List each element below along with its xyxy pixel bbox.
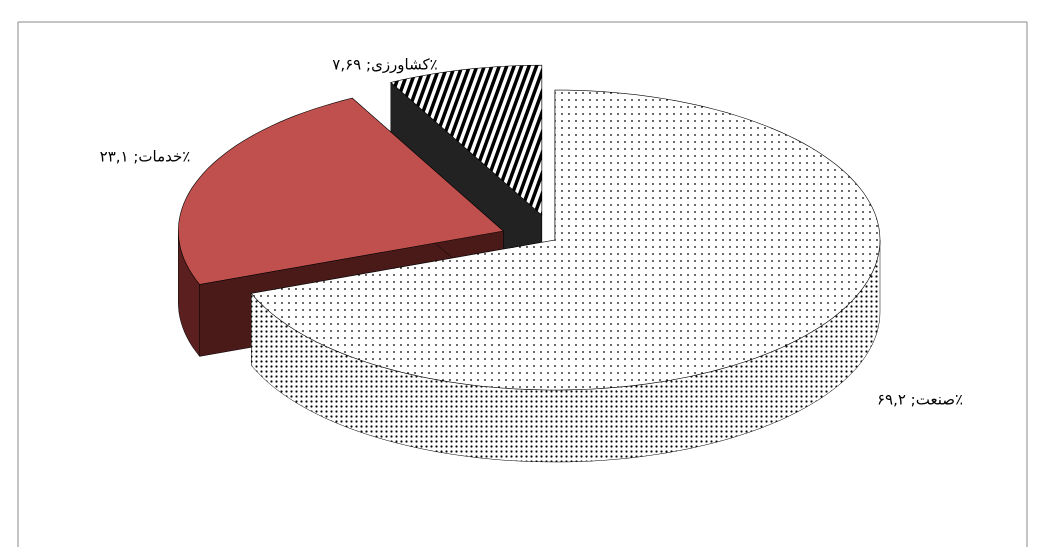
data-label: کشاورزی; ۷,۶۹٪ [332,56,437,74]
data-label: صنعت; ۶۹,۲٪ [877,391,963,409]
data-label: خدمات; ۲۳,۱٪ [100,148,191,166]
slice [390,64,543,216]
slice [178,97,504,285]
frame [17,21,1028,547]
slice [250,89,881,391]
